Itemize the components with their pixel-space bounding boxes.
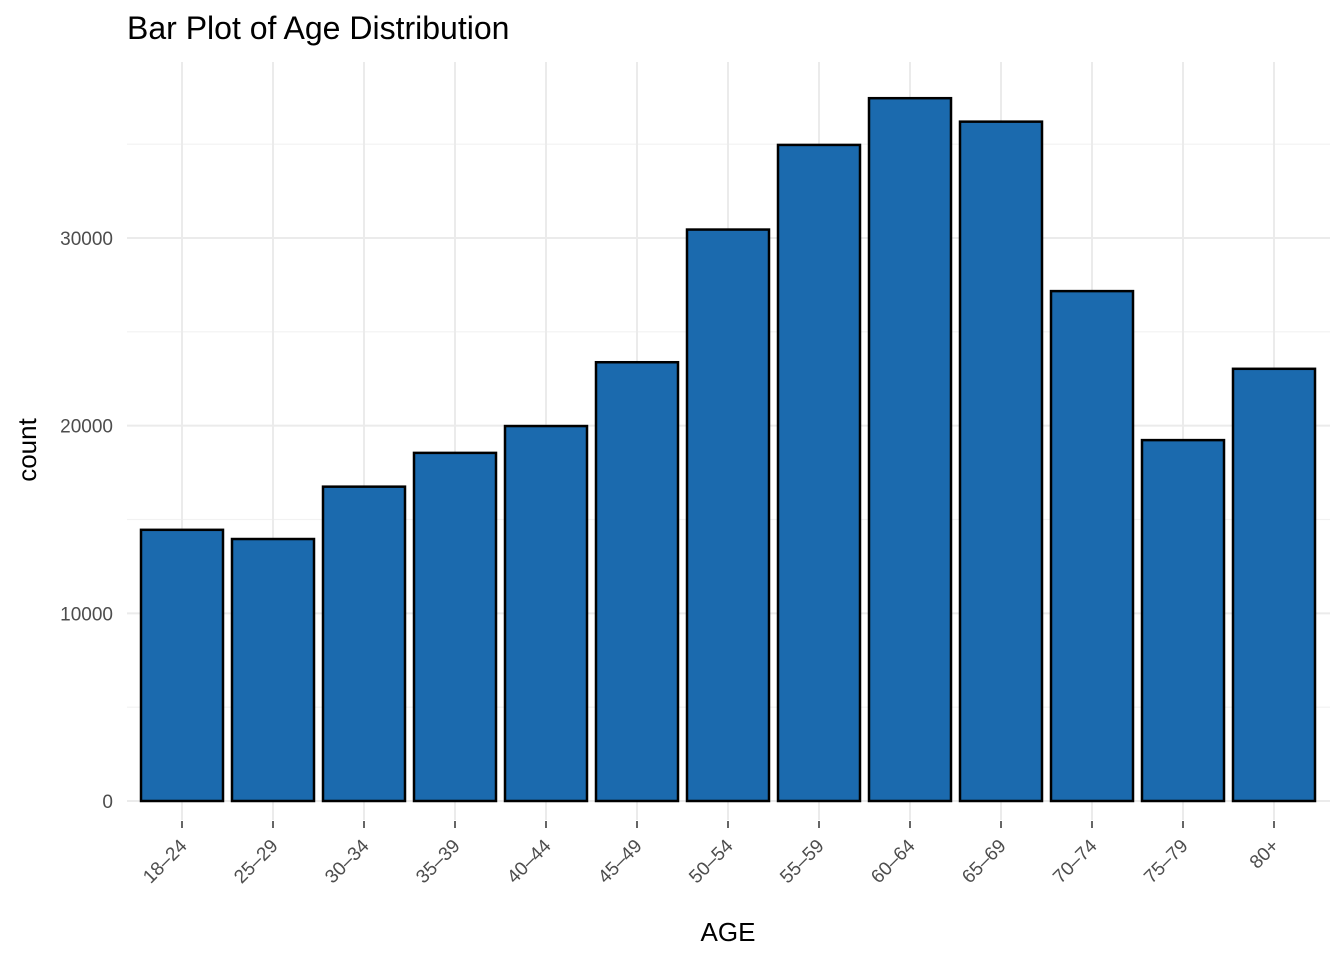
bar-0 bbox=[139, 528, 225, 803]
x-tick-label-8: 60–64 bbox=[867, 835, 920, 888]
x-tick-label-3: 35–39 bbox=[412, 836, 464, 888]
y-axis-title: count bbox=[12, 417, 42, 481]
bar-4 bbox=[503, 424, 589, 803]
bar-7 bbox=[776, 143, 862, 803]
y-axis: 0 10000 20000 30000 bbox=[60, 229, 113, 813]
x-tick-label-11: 75–79 bbox=[1140, 836, 1192, 888]
bar-3 bbox=[412, 451, 498, 803]
y-tick-label-3: 30000 bbox=[60, 229, 113, 250]
x-tick-label-12: 80+ bbox=[1246, 836, 1284, 874]
bar-11 bbox=[1140, 438, 1226, 803]
x-axis: 18–24 25–29 30–34 35–39 40–44 45–49 50–54 55–59… bbox=[139, 821, 1284, 888]
x-tick-label-2: 30–34 bbox=[321, 835, 374, 888]
y-tick-label-1: 10000 bbox=[60, 604, 113, 625]
x-tick-label-5: 45–49 bbox=[594, 836, 646, 888]
x-axis-title: AGE bbox=[701, 917, 756, 947]
x-tick-label-4: 40–44 bbox=[503, 835, 556, 888]
bar-2 bbox=[321, 485, 407, 803]
y-tick-label-0: 0 bbox=[102, 792, 113, 813]
bar-10 bbox=[1049, 289, 1135, 803]
x-tick-label-7: 55–59 bbox=[776, 836, 828, 888]
bar-1 bbox=[230, 537, 316, 803]
bar-6 bbox=[685, 228, 771, 803]
bar-8 bbox=[867, 96, 953, 803]
x-tick-label-0: 18–24 bbox=[139, 835, 192, 888]
bar-9 bbox=[958, 120, 1044, 803]
chart-title: Bar Plot of Age Distribution bbox=[127, 10, 509, 46]
x-tick-label-6: 50–54 bbox=[685, 835, 738, 888]
bars bbox=[139, 96, 1317, 803]
y-tick-label-2: 20000 bbox=[60, 417, 113, 438]
bar-12 bbox=[1231, 367, 1317, 803]
x-tick-label-10: 70–74 bbox=[1049, 835, 1102, 888]
bar-5 bbox=[594, 360, 680, 803]
x-tick-label-1: 25–29 bbox=[230, 836, 282, 888]
x-tick-label-9: 65–69 bbox=[958, 836, 1010, 888]
